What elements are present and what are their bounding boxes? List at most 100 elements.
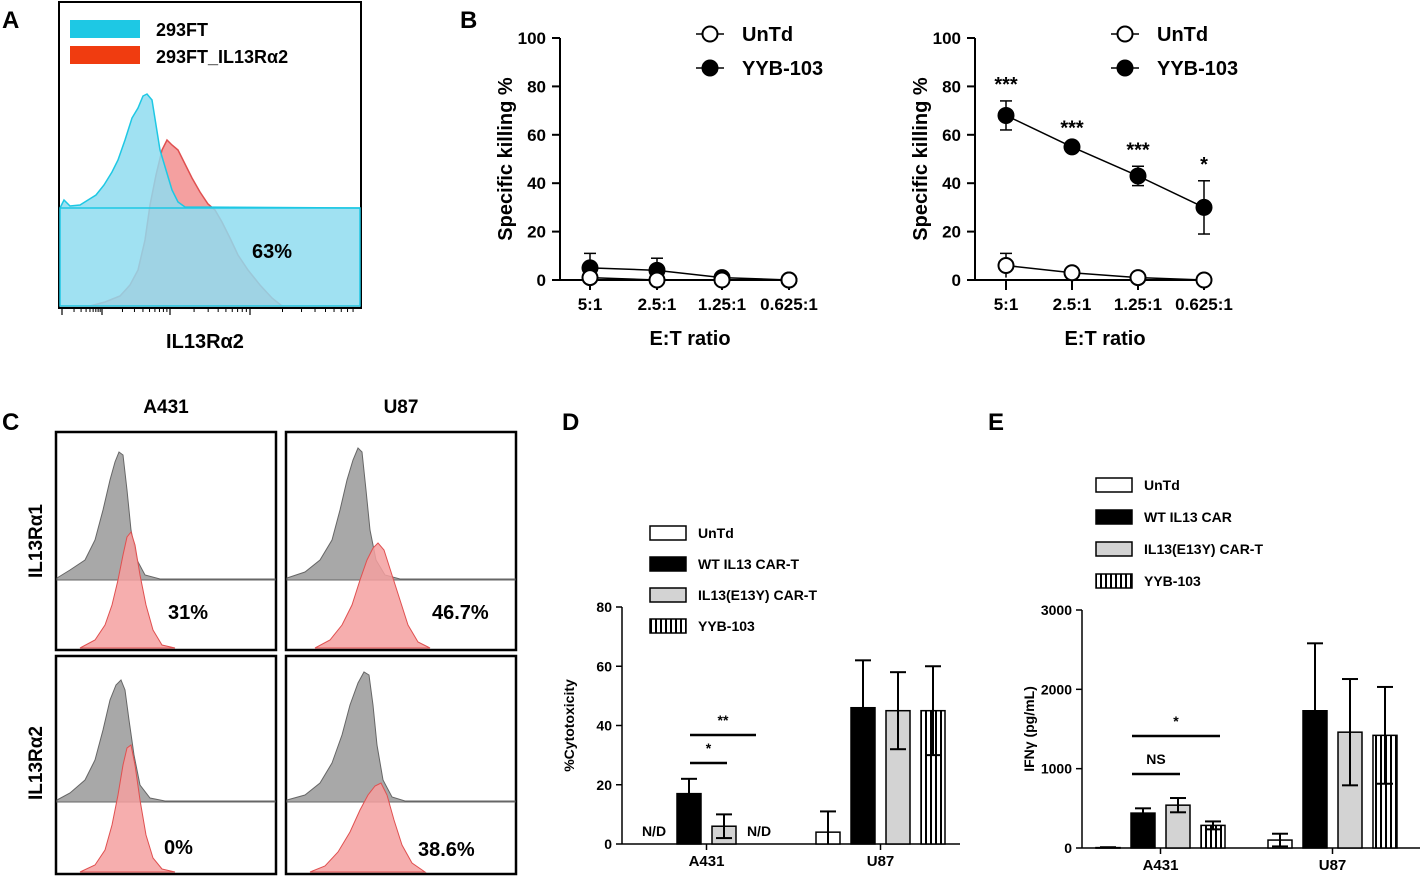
b-legend-marker: [1116, 59, 1134, 77]
b-point: [1195, 198, 1213, 216]
panel-label-e: E: [988, 409, 1004, 436]
bar-nd-label: N/D: [642, 823, 666, 839]
bar-legend-swatch: [1095, 541, 1133, 557]
b-ytick-label: 0: [537, 271, 546, 290]
b-ylabel: Specific killing %: [495, 77, 517, 241]
b-xtick-label: 2.5:1: [1053, 295, 1092, 314]
b-xtick-label: 5:1: [578, 295, 603, 314]
b-ytick-label: 60: [942, 126, 961, 145]
b-legend-marker: [701, 25, 719, 43]
b-point: [1129, 269, 1147, 287]
bar-legend-label: YYB-103: [698, 618, 755, 634]
b-xtick-label: 2.5:1: [638, 295, 677, 314]
percent-a431-il13ra1: 31%: [168, 602, 208, 624]
histogram-red-a431-il13ra2: [79, 744, 176, 873]
histogram-gray-u87-il13ra2: [286, 671, 516, 803]
panel-c-row-il13ra2: IL13Rα2: [26, 726, 47, 800]
panel-label-b: B: [460, 7, 477, 34]
panel-a-xlabel: IL13Rα2: [166, 331, 244, 353]
b-legend-label: UnTd: [742, 24, 793, 46]
histogram-gray-a431-il13ra2: [56, 679, 276, 803]
bar-legend-label: UnTd: [1144, 477, 1180, 493]
b-point: [1129, 167, 1147, 185]
b-xtick-label: 1.25:1: [1114, 295, 1162, 314]
histogram-293ft: [59, 93, 361, 307]
bar-ytick-label: 80: [596, 599, 612, 615]
bar-legend-swatch: [1095, 477, 1133, 493]
panel-label-d: D: [562, 409, 579, 436]
panel-label-a: A: [2, 7, 19, 34]
b-point: [581, 269, 599, 287]
bar-legend-label: YYB-103: [1144, 573, 1201, 589]
b-ytick-label: 40: [942, 174, 961, 193]
bar-ytick-label: 1000: [1041, 761, 1072, 777]
b-ytick-label: 100: [518, 29, 546, 48]
bar-nd-label: N/D: [747, 823, 771, 839]
b-xtick-label: 1.25:1: [698, 295, 746, 314]
bar: [1130, 812, 1156, 849]
histogram-gray-a431-il13ra1: [56, 451, 276, 581]
significance-label: *: [1173, 713, 1179, 729]
b-point: [1063, 264, 1081, 282]
percent-u87-il13ra2: 38.6%: [418, 839, 475, 861]
significance-label: *: [706, 740, 712, 756]
b-legend-label: YYB-103: [742, 58, 823, 80]
bar-legend-label: WT IL13 CAR: [1144, 509, 1232, 525]
b-ytick-label: 40: [527, 174, 546, 193]
b-point: [997, 106, 1015, 124]
panel-c: A431 U87 IL13Rα1 IL13Rα2 31% 46.7% 0% 38…: [26, 397, 518, 876]
b-point: [1063, 138, 1081, 156]
b-ytick-label: 20: [527, 223, 546, 242]
b-point: [648, 271, 666, 289]
histogram-red-u87-il13ra1: [314, 542, 431, 649]
bar-xtick-label: U87: [1319, 857, 1347, 874]
legend-swatch-293ft-il13ra2: [70, 46, 140, 64]
percent-u87-il13ra1: 46.7%: [432, 602, 489, 624]
bar-legend-label: IL13(E13Y) CAR-T: [1144, 541, 1263, 557]
bar-legend-swatch: [649, 618, 687, 634]
b-point: [780, 271, 798, 289]
bar-xtick-label: A431: [689, 853, 725, 870]
b-xlabel: E:T ratio: [649, 328, 730, 350]
bar-ytick-label: 60: [596, 658, 612, 674]
histogram-red-a431-il13ra1: [79, 530, 176, 649]
chart-d: 0 20 40 60 80 %Cytotoxicity A431 N/D N/D U87 UnTd W…: [561, 525, 960, 870]
bar-xtick-label: A431: [1143, 857, 1179, 874]
histogram-gray-u87-il13ra1: [286, 447, 516, 581]
bar-legend-swatch: [649, 587, 687, 603]
b-legend-marker: [701, 59, 719, 77]
percent-a431-il13ra2: 0%: [164, 837, 193, 859]
bar-xtick-label: U87: [867, 853, 895, 870]
bar-legend-swatch: [1095, 509, 1133, 525]
chart-b-left: 0 20 40 60 80 100 5:1 2.5:1 1.25:1 0.625:1 E:T rat…: [495, 24, 823, 350]
b-xlabel: E:T ratio: [1064, 328, 1145, 350]
b-xtick-label: 0.625:1: [1175, 295, 1233, 314]
b-xtick-label: 0.625:1: [760, 295, 818, 314]
panel-a: 293FT 293FT_IL13Rα2 63% IL13Rα2: [58, 1, 362, 353]
b-legend-marker: [1116, 25, 1134, 43]
chart-e: 0 1000 2000 3000 IFNγ (pg/mL) A431 U87 UnTd WT I…: [1021, 477, 1420, 874]
b-ytick-label: 80: [942, 77, 961, 96]
b-point: [1195, 271, 1213, 289]
bar-legend-swatch: [649, 525, 687, 541]
b-ytick-label: 0: [952, 271, 961, 290]
legend-swatch-293ft: [70, 20, 140, 38]
panel-c-col-u87: U87: [384, 397, 419, 418]
b-significance: *: [1200, 154, 1208, 176]
b-significance: ***: [1126, 139, 1150, 161]
b-series-line: [589, 276, 789, 281]
panel-a-xaxis: [61, 308, 354, 315]
b-legend-label: UnTd: [1157, 24, 1208, 46]
bar-legend-label: WT IL13 CAR-T: [698, 556, 800, 572]
bar-legend-swatch: [649, 556, 687, 572]
b-ytick-label: 60: [527, 126, 546, 145]
bar-legend-label: UnTd: [698, 525, 734, 541]
b-significance: ***: [994, 74, 1018, 96]
legend-label-293ft: 293FT: [156, 20, 208, 40]
b-legend-label: YYB-103: [1157, 58, 1238, 80]
b-series-line: [589, 267, 790, 281]
bar-ylabel: IFNγ (pg/mL): [1021, 686, 1037, 772]
b-ylabel: Specific killing %: [910, 77, 932, 241]
panel-c-col-a431: A431: [143, 397, 189, 418]
